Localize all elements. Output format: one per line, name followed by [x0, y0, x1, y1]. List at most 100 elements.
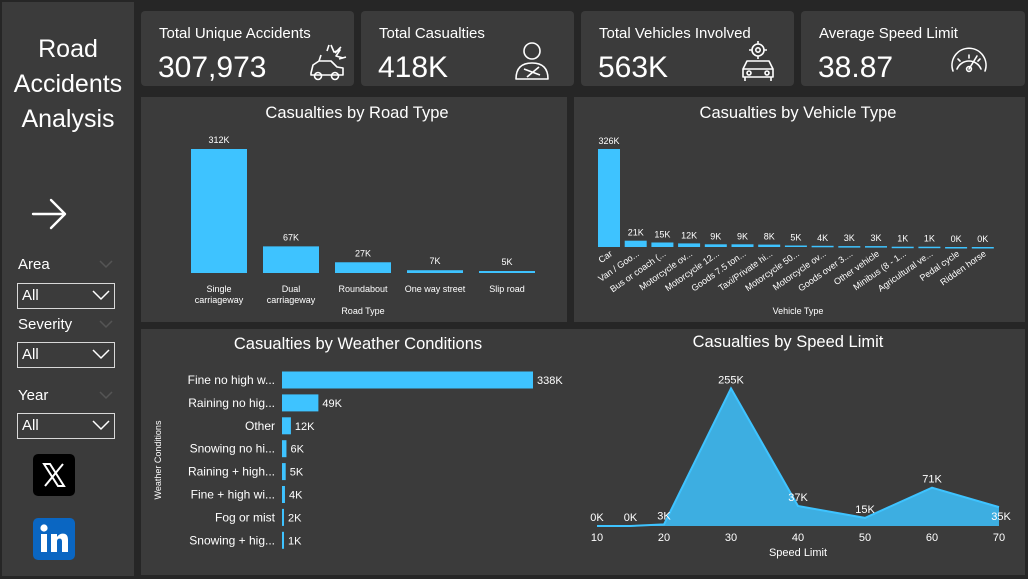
data-label: 0K [590, 512, 604, 524]
data-label: 9K [737, 231, 748, 241]
bar [624, 240, 647, 247]
x-tick-label: carriageway [267, 295, 316, 305]
x-tick-label: Single [206, 284, 231, 294]
kpi-card-total-casualties: Total Casualties 418K [361, 11, 574, 86]
app-title-line-2: Accidents [13, 70, 123, 98]
x-icon[interactable] [33, 454, 75, 496]
kpi-label: Total Unique Accidents [159, 25, 311, 42]
data-label: 2K [288, 512, 302, 524]
data-label: 3K [870, 233, 881, 243]
area-select[interactable]: All [17, 283, 115, 309]
bar [598, 149, 620, 247]
x-tick-label: 60 [926, 532, 938, 544]
x-tick-label: Dual [282, 284, 301, 294]
x-axis-label: Speed Limit [769, 547, 827, 559]
bar [282, 486, 285, 503]
year-select[interactable]: All [17, 413, 115, 439]
bar [191, 149, 247, 273]
bar [918, 246, 941, 249]
bar [891, 246, 914, 249]
data-label: 12K [295, 421, 315, 433]
kpi-value: 563K [598, 51, 669, 84]
data-label: 21K [628, 228, 644, 238]
chevron-down-icon [92, 420, 110, 431]
kpi-label: Average Speed Limit [819, 25, 958, 42]
injured-person-icon [515, 42, 549, 80]
car-service-icon [742, 41, 774, 81]
series-line [597, 386, 1000, 527]
y-tick-label: Snowing no hi... [190, 442, 275, 456]
data-label: 67K [283, 232, 299, 242]
bar [282, 371, 533, 389]
area-fill [597, 388, 999, 526]
chart-panel-vehicle-type: Casualties by Vehicle Type 326K Car 21K Van … [574, 97, 1025, 322]
x-tick-label: 40 [792, 532, 804, 544]
data-label: 71K [922, 474, 942, 486]
chart-title: Casualties by Road Type [265, 104, 448, 122]
chart-title: Casualties by Speed Limit [693, 333, 884, 351]
bar [407, 270, 463, 273]
chart-panel-road-type: Casualties by Road Type 312K Single carriag… [141, 97, 567, 322]
data-label: 312K [208, 135, 229, 145]
x-tick-label: 20 [658, 532, 670, 544]
bar [282, 508, 284, 526]
bar [263, 246, 319, 273]
speedometer-icon [951, 47, 987, 73]
data-label: 15K [654, 229, 670, 239]
y-tick-label: Fine no high w... [188, 373, 275, 387]
x-tick-label: 30 [725, 532, 737, 544]
chevron-down-icon[interactable] [99, 259, 113, 269]
kpi-card-total-unique-accidents: Total Unique Accidents 307,973 [141, 11, 354, 86]
year-select-value: All [22, 417, 39, 434]
kpi-label: Total Vehicles Involved [599, 25, 751, 42]
bar [282, 531, 284, 549]
chevron-down-icon [92, 290, 110, 301]
bar [731, 244, 754, 247]
bar [282, 463, 286, 481]
data-label: 255K [718, 374, 744, 386]
y-axis-label: Weather Conditions [153, 420, 163, 499]
x-axis-label: Vehicle Type [773, 306, 824, 316]
chevron-down-icon [92, 349, 110, 360]
road-type-bar-chart: Casualties by Road Type312KSinglecarriag… [191, 104, 535, 316]
data-label: 1K [924, 234, 935, 244]
speed-limit-area-chart: Casualties by Speed Limit 0K 0K 3K 255K 37K 15… [590, 333, 1011, 559]
data-label: 49K [322, 398, 342, 410]
kpi-card-average-speed-limit: Average Speed Limit 38.87 [801, 11, 1025, 86]
severity-select-value: All [22, 346, 39, 363]
y-tick-label: Other [245, 419, 275, 433]
x-axis-label: Road Type [341, 306, 384, 316]
chart-panel-weather-speed: Casualties by Weather Conditions Weather … [141, 329, 1025, 575]
data-label: 3K [844, 233, 855, 243]
data-label: 5K [290, 467, 304, 479]
severity-select[interactable]: All [17, 342, 115, 368]
bar [479, 271, 535, 273]
x-tick-label: One way street [405, 284, 466, 294]
x-tick-label: 70 [993, 532, 1005, 544]
bar [282, 417, 291, 435]
bar [758, 244, 781, 247]
linkedin-icon[interactable] [33, 518, 75, 560]
app-title-line-1: Road [38, 35, 98, 63]
x-tick-label: 10 [591, 532, 603, 544]
x-tick-label: Car [597, 248, 615, 265]
data-label: 4K [289, 490, 303, 502]
kpi-value: 307,973 [158, 51, 267, 84]
data-label: 326K [598, 136, 619, 146]
data-label: 15K [855, 504, 875, 516]
arrow-right-icon[interactable] [30, 194, 70, 234]
chevron-down-icon[interactable] [99, 319, 113, 329]
y-tick-label: Fog or mist [215, 510, 276, 524]
data-label: 8K [764, 232, 775, 242]
x-tick-label: carriageway [195, 295, 244, 305]
y-tick-label: Fine + high wi... [191, 488, 275, 502]
bar [678, 243, 701, 247]
data-label: 5K [790, 232, 801, 242]
bar [282, 440, 287, 458]
bar [651, 242, 674, 247]
bar [704, 244, 727, 247]
chevron-down-icon[interactable] [99, 390, 113, 400]
bar [784, 245, 807, 247]
bar [282, 394, 319, 412]
vehicle-type-bar-chart: Casualties by Vehicle Type326KCar21KVan … [596, 104, 994, 316]
